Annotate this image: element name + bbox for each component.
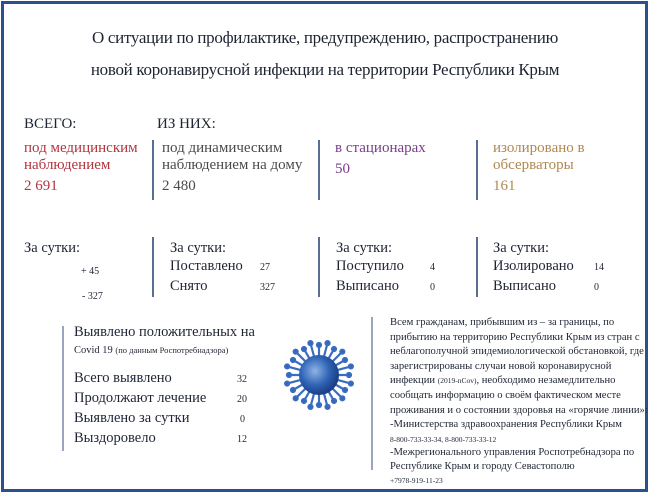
divider bbox=[318, 140, 320, 200]
daily-heading: За сутки: bbox=[170, 240, 226, 256]
stat-label: в стационарах bbox=[335, 140, 426, 156]
stat-observatory: изолировано в обсерваторы 161 bbox=[493, 140, 585, 195]
virus-spike-tip bbox=[284, 363, 291, 370]
positive-block: Выявлено положительных на Covid 19 (по д… bbox=[74, 324, 255, 449]
virus-spike-tip bbox=[315, 341, 323, 349]
daily-value: - 327 bbox=[82, 291, 103, 302]
divider bbox=[371, 317, 373, 470]
hotline-phones: 8-800-733-33-34, 8-800-733-33-12 bbox=[390, 434, 497, 444]
divider bbox=[476, 140, 478, 200]
daily-label: Выписано bbox=[493, 278, 556, 294]
positive-row: Продолжают лечение 20 bbox=[74, 390, 247, 406]
positive-row: Выздоровело 12 bbox=[74, 430, 247, 446]
virus-spike-tip bbox=[307, 340, 314, 347]
stat-label: наблюдением bbox=[24, 157, 111, 173]
daily-heading: За сутки: bbox=[493, 240, 549, 256]
virus-spike-tip bbox=[284, 380, 291, 387]
virus-spike-tip bbox=[307, 403, 314, 410]
virus-spike-tip bbox=[324, 403, 331, 410]
stat-value: 2 691 bbox=[24, 178, 58, 194]
of-them-header: ИЗ НИХ: bbox=[157, 116, 216, 132]
stat-home: под динамическим наблюдением на дому 2 4… bbox=[162, 140, 302, 195]
virus-spike-tip bbox=[345, 371, 353, 379]
divider bbox=[476, 237, 478, 297]
virus-spike-tip bbox=[341, 356, 349, 364]
daily-value: 327 bbox=[260, 282, 275, 293]
daily-value: 27 bbox=[260, 262, 270, 273]
divider bbox=[62, 326, 64, 451]
total-header: ВСЕГО: bbox=[24, 116, 77, 132]
stat-label: под динамическим bbox=[162, 140, 283, 156]
daily-label: Снято bbox=[170, 278, 208, 294]
virus-spike-tip bbox=[330, 397, 338, 405]
virus-spike-tip bbox=[339, 395, 346, 402]
virus-spike-tip bbox=[347, 363, 354, 370]
daily-heading: За сутки: bbox=[24, 240, 80, 256]
positive-subheading: Covid 19 (по данным Роспотребнадзора) bbox=[74, 345, 229, 356]
daily-value: 0 bbox=[430, 282, 435, 293]
virus-spike-tip bbox=[324, 340, 331, 347]
positive-heading: Выявлено положительных на bbox=[74, 324, 255, 340]
stat-value: 161 bbox=[493, 178, 516, 194]
daily-heading: За сутки: bbox=[336, 240, 392, 256]
daily-home: За сутки: Поставлено 27 Снято 327 bbox=[170, 239, 275, 297]
positive-row: Всего выявлено 32 bbox=[74, 370, 247, 386]
virus-spike-tip bbox=[289, 356, 297, 364]
virus-icon bbox=[284, 340, 354, 410]
daily-value: 4 bbox=[430, 262, 435, 273]
daily-observatory: За сутки: Изолировано 14 Выписано 0 bbox=[493, 239, 604, 297]
stat-label: под медицинским bbox=[24, 140, 138, 156]
daily-hospital: За сутки: Поступило 4 Выписано 0 bbox=[336, 239, 435, 297]
stat-medical: под медицинским наблюдением 2 691 bbox=[24, 140, 138, 195]
positive-row: Выявлено за сутки 0 bbox=[74, 410, 245, 426]
stat-hospital: в стационарах 50 bbox=[335, 140, 426, 178]
virus-spike-tip bbox=[289, 386, 297, 394]
virus-spike-tip bbox=[300, 345, 308, 353]
daily-label: Поступило bbox=[336, 258, 404, 274]
hotline-phones: +7978-919-11-23 bbox=[390, 475, 443, 485]
daily-total: За сутки: + 45 - 327 bbox=[24, 239, 103, 306]
title-line-2: новой коронавирусной инфекции на террито… bbox=[90, 60, 560, 79]
stat-label: изолировано в bbox=[493, 140, 585, 156]
title-line-1: О ситуации по профилактике, предупрежден… bbox=[92, 28, 558, 47]
stat-value: 50 bbox=[335, 161, 350, 177]
stat-label: наблюдением на дому bbox=[162, 157, 303, 173]
notice-text: Всем гражданам, прибывшим из – за границ… bbox=[390, 317, 648, 485]
divider bbox=[152, 237, 154, 297]
virus-spike-tip bbox=[285, 371, 293, 379]
divider bbox=[318, 237, 320, 297]
virus-spike-tip bbox=[341, 386, 349, 394]
virus-spike-tip bbox=[330, 345, 338, 353]
daily-value: 14 bbox=[594, 262, 604, 273]
virus-spike-tip bbox=[339, 348, 346, 355]
virus-spike-tip bbox=[292, 395, 299, 402]
stat-value: 2 480 bbox=[162, 178, 196, 194]
virus-spike-tip bbox=[300, 397, 308, 405]
daily-value: + 45 bbox=[81, 266, 100, 277]
divider bbox=[152, 140, 154, 200]
virus-spike-tip bbox=[315, 401, 323, 409]
stat-label: обсерваторы bbox=[493, 157, 574, 173]
virus-spike-tip bbox=[347, 380, 354, 387]
virus-spike-tip bbox=[292, 348, 299, 355]
daily-label: Изолировано bbox=[493, 258, 574, 274]
daily-label: Поставлено bbox=[170, 258, 243, 274]
daily-value: 0 bbox=[594, 282, 599, 293]
daily-label: Выписано bbox=[336, 278, 399, 294]
